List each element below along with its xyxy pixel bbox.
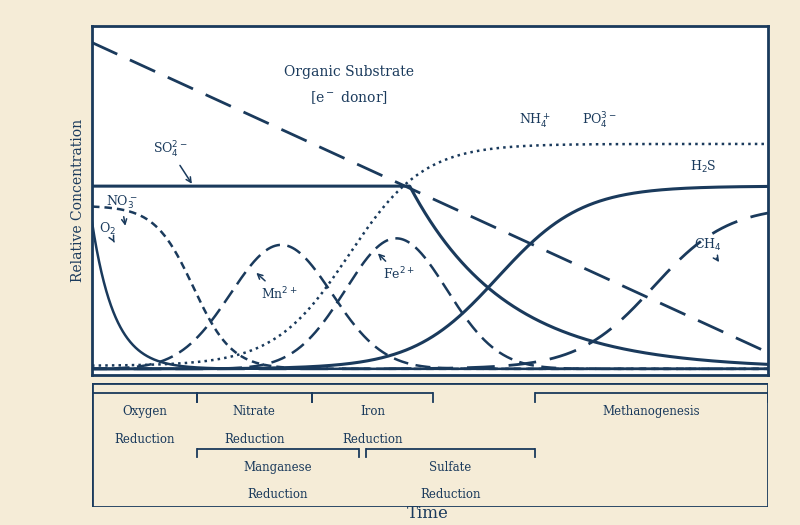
Y-axis label: Relative Concentration: Relative Concentration: [71, 119, 85, 282]
Text: Reduction: Reduction: [342, 433, 402, 446]
Text: Fe$^{2+}$: Fe$^{2+}$: [379, 255, 414, 282]
Text: NH$_4^+$: NH$_4^+$: [518, 111, 551, 130]
Text: Manganese: Manganese: [243, 461, 312, 474]
Text: Reduction: Reduction: [114, 433, 174, 446]
Text: H$_2$S: H$_2$S: [690, 159, 717, 175]
Text: CH$_4$: CH$_4$: [694, 237, 722, 261]
Text: O$_2$: O$_2$: [98, 220, 116, 242]
Text: Nitrate: Nitrate: [233, 405, 276, 418]
Text: Mn$^{2+}$: Mn$^{2+}$: [258, 274, 298, 302]
Text: Reduction: Reduction: [248, 488, 308, 501]
Text: NO$_3^-$: NO$_3^-$: [106, 194, 137, 224]
Text: PO$_4^{3-}$: PO$_4^{3-}$: [582, 111, 616, 131]
Text: Reduction: Reduction: [420, 488, 481, 501]
Text: [e$^-$ donor]: [e$^-$ donor]: [310, 90, 388, 107]
Text: SO$_4^{2-}$: SO$_4^{2-}$: [153, 140, 191, 182]
Text: Methanogenesis: Methanogenesis: [602, 405, 700, 418]
Text: Sulfate: Sulfate: [429, 461, 471, 474]
Text: Oxygen: Oxygen: [122, 405, 167, 418]
Text: Time: Time: [407, 506, 449, 522]
Text: Iron: Iron: [360, 405, 385, 418]
Text: Reduction: Reduction: [224, 433, 285, 446]
Text: Organic Substrate: Organic Substrate: [284, 65, 414, 79]
